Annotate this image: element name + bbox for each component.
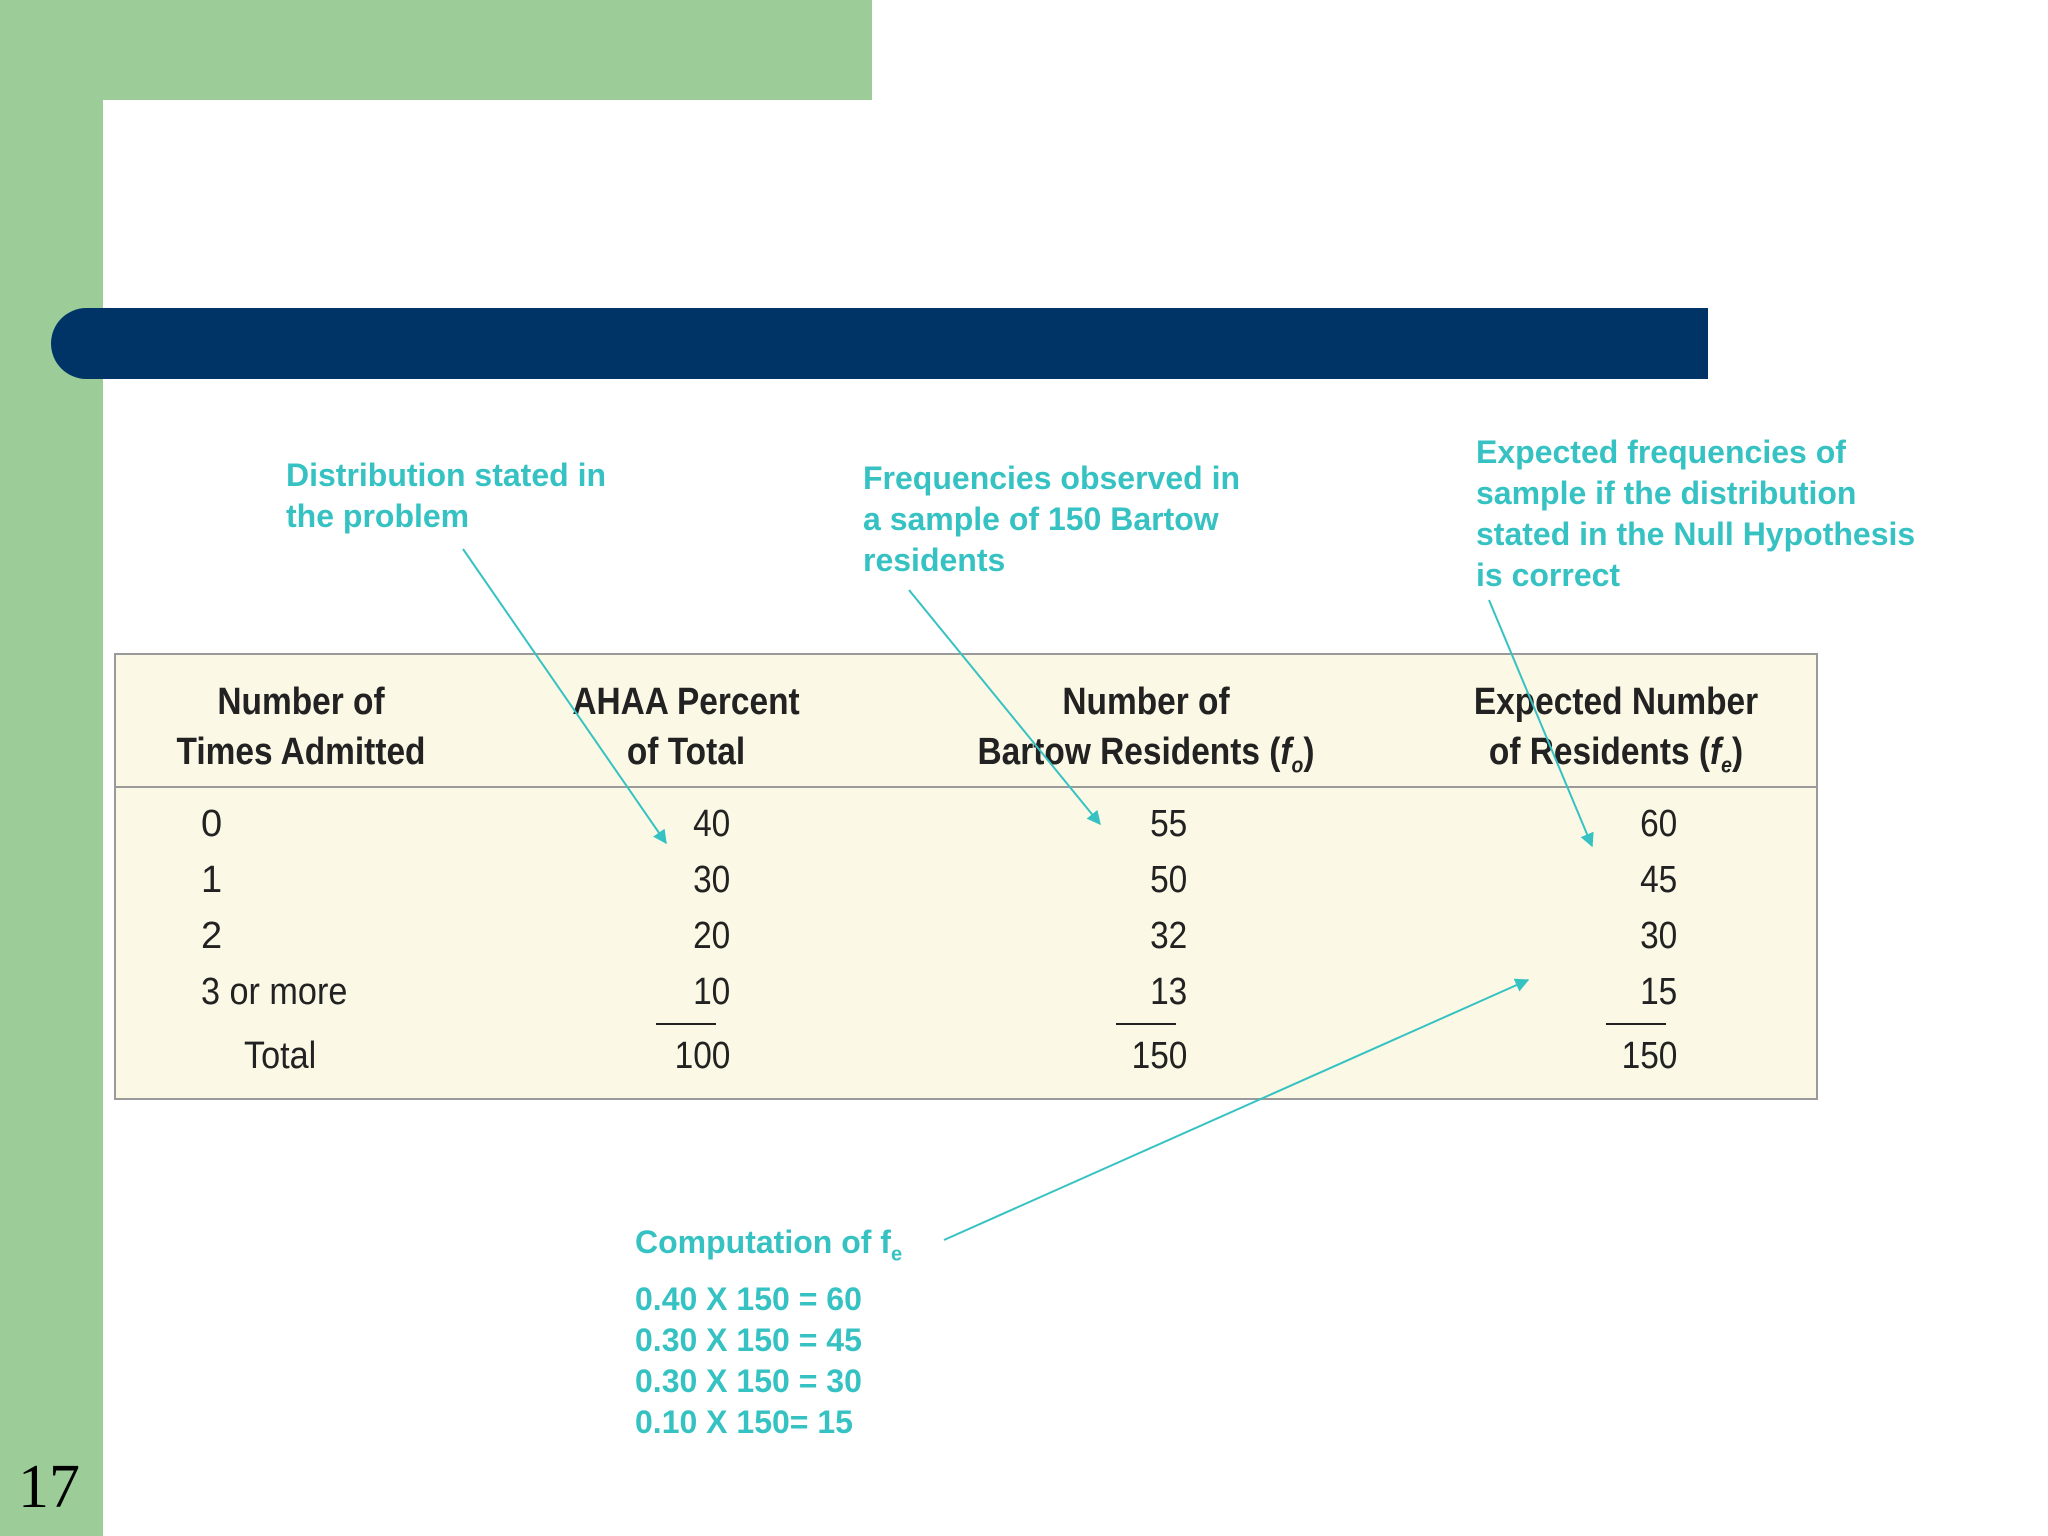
header-ahaa-percent: AHAA Percent of Total bbox=[554, 677, 818, 777]
header-line: Expected Number bbox=[1473, 681, 1759, 723]
sum-underline bbox=[656, 1023, 716, 1025]
table-cell: 15 bbox=[1639, 971, 1677, 1013]
computation-line: 0.30 X 150 = 30 bbox=[635, 1363, 862, 1400]
header-subscript: e bbox=[1721, 752, 1732, 778]
arrow-expected bbox=[1488, 599, 1594, 848]
table-cell: 13 bbox=[1149, 971, 1187, 1013]
table-cell: 3 or more bbox=[201, 971, 348, 1013]
arrow-observed bbox=[908, 589, 1101, 826]
annotation-line: Frequencies observed in bbox=[863, 460, 1241, 496]
computation-line: 0.40 X 150 = 60 bbox=[635, 1281, 862, 1318]
top-green-band bbox=[0, 0, 872, 100]
header-line: Number of bbox=[217, 681, 385, 723]
header-line: Times Admitted bbox=[176, 731, 426, 773]
slide-number: 17 bbox=[18, 1453, 80, 1521]
header-italic: f bbox=[1710, 731, 1722, 773]
annotation-computation: Computation of fe 0.40 X 150 = 60 0.30 X… bbox=[635, 1222, 902, 1443]
table-cell: 2 bbox=[201, 915, 223, 957]
header-italic: f bbox=[1280, 731, 1292, 773]
annotation-line: the problem bbox=[286, 498, 470, 534]
table-cell: 60 bbox=[1639, 803, 1677, 845]
sidebar-green bbox=[0, 0, 103, 1536]
sum-underline bbox=[1116, 1023, 1176, 1025]
header-divider bbox=[116, 786, 1816, 788]
sum-underline bbox=[1606, 1023, 1666, 1025]
table-total-cell: 100 bbox=[674, 1035, 730, 1077]
arrow-distribution bbox=[462, 548, 667, 845]
table-cell: 55 bbox=[1149, 803, 1187, 845]
header-line: Bartow Residents ( bbox=[977, 731, 1281, 773]
header-bartow-residents: Number of Bartow Residents (fo) bbox=[970, 677, 1322, 791]
table-total-label: Total bbox=[244, 1035, 317, 1077]
header-expected-number: Expected Number of Residents (fe) bbox=[1449, 677, 1783, 791]
header-line: AHAA Percent bbox=[572, 681, 800, 723]
table-cell: 30 bbox=[692, 859, 730, 901]
computation-title: Computation of f bbox=[635, 1224, 891, 1260]
header-close: ) bbox=[1731, 731, 1744, 773]
table-cell: 30 bbox=[1639, 915, 1677, 957]
annotation-observed: Frequencies observed in a sample of 150 … bbox=[863, 458, 1240, 581]
annotation-line: stated in the Null Hypothesis bbox=[1476, 516, 1916, 552]
annotation-line: a sample of 150 Bartow bbox=[863, 501, 1219, 537]
table-cell: 0 bbox=[201, 803, 223, 845]
header-close: ) bbox=[1303, 731, 1315, 773]
annotation-expected: Expected frequencies of sample if the di… bbox=[1476, 432, 1915, 596]
annotation-distribution: Distribution stated in the problem bbox=[286, 455, 606, 537]
header-subscript: o bbox=[1291, 752, 1304, 778]
computation-line: 0.10 X 150= 15 bbox=[635, 1404, 853, 1441]
table-cell: 1 bbox=[201, 859, 223, 901]
annotation-line: is correct bbox=[1476, 557, 1621, 593]
title-bar bbox=[51, 308, 1708, 379]
table-cell: 50 bbox=[1149, 859, 1187, 901]
table-cell: 20 bbox=[692, 915, 730, 957]
header-line: Number of bbox=[1062, 681, 1230, 723]
annotation-line: Distribution stated in bbox=[286, 457, 606, 493]
computation-line: 0.30 X 150 = 45 bbox=[635, 1322, 862, 1359]
table-cell: 40 bbox=[692, 803, 730, 845]
table-cell: 10 bbox=[692, 971, 730, 1013]
annotation-line: residents bbox=[863, 542, 1006, 578]
table-total-cell: 150 bbox=[1621, 1035, 1677, 1077]
table-total-cell: 150 bbox=[1131, 1035, 1187, 1077]
annotation-line: Expected frequencies of bbox=[1476, 434, 1846, 470]
annotation-line: sample if the distribution bbox=[1476, 475, 1857, 511]
frequency-table: Number of Times Admitted AHAA Percent of… bbox=[114, 653, 1818, 1100]
header-times-admitted: Number of Times Admitted bbox=[156, 677, 446, 777]
header-line: of Total bbox=[626, 731, 746, 773]
table-cell: 32 bbox=[1149, 915, 1187, 957]
computation-title-sub: e bbox=[890, 1243, 903, 1266]
arrow-computation bbox=[943, 978, 1530, 1241]
table-cell: 45 bbox=[1639, 859, 1677, 901]
header-line: of Residents ( bbox=[1488, 731, 1711, 773]
